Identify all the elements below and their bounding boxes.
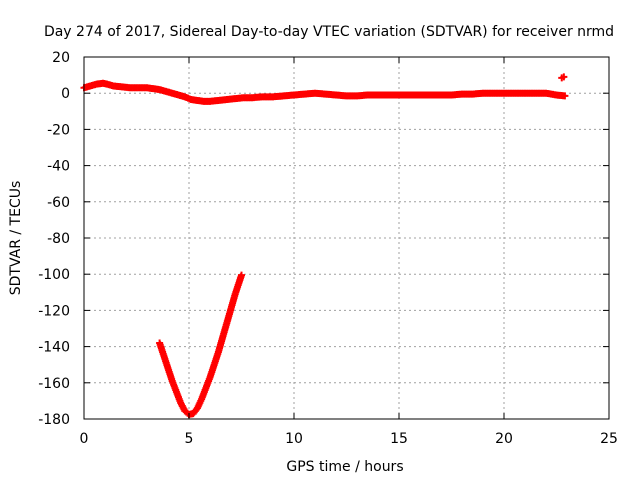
outlier-points-marker: [560, 73, 568, 81]
x-tick-label: 0: [80, 431, 89, 447]
y-tick-label: -20: [47, 122, 70, 138]
x-axis-label: GPS time / hours: [286, 459, 403, 475]
y-axis-label: SDTVAR / TECUs: [8, 181, 24, 296]
y-tick-label: -60: [47, 195, 70, 211]
y-tick-label: -160: [38, 376, 70, 392]
x-tick-label: 25: [600, 431, 618, 447]
x-tick-label: 20: [495, 431, 513, 447]
y-tick-label: 0: [61, 86, 70, 102]
grid-layer: [84, 57, 609, 419]
x-tick-label: 10: [285, 431, 303, 447]
y-tick-label: 20: [52, 50, 70, 66]
x-tick-label: 5: [185, 431, 194, 447]
dip-curve-marker: [238, 271, 245, 279]
y-tick-label: -100: [38, 267, 70, 283]
main-trace-marker: [561, 92, 569, 100]
chart-title: Day 274 of 2017, Sidereal Day-to-day VTE…: [44, 24, 614, 40]
y-tick-label: -140: [38, 340, 70, 356]
y-tick-label: -120: [38, 303, 70, 319]
data-layer: [80, 73, 569, 418]
y-tick-label: -80: [47, 231, 70, 247]
tick-layer: 0 5 10 15 20 25 20 0 -20 -40 -60 -80 -100 -120 -140 -16…: [38, 50, 618, 447]
y-tick-label: -180: [38, 412, 70, 428]
x-tick-label: 15: [390, 431, 408, 447]
y-tick-label: -40: [47, 159, 70, 175]
